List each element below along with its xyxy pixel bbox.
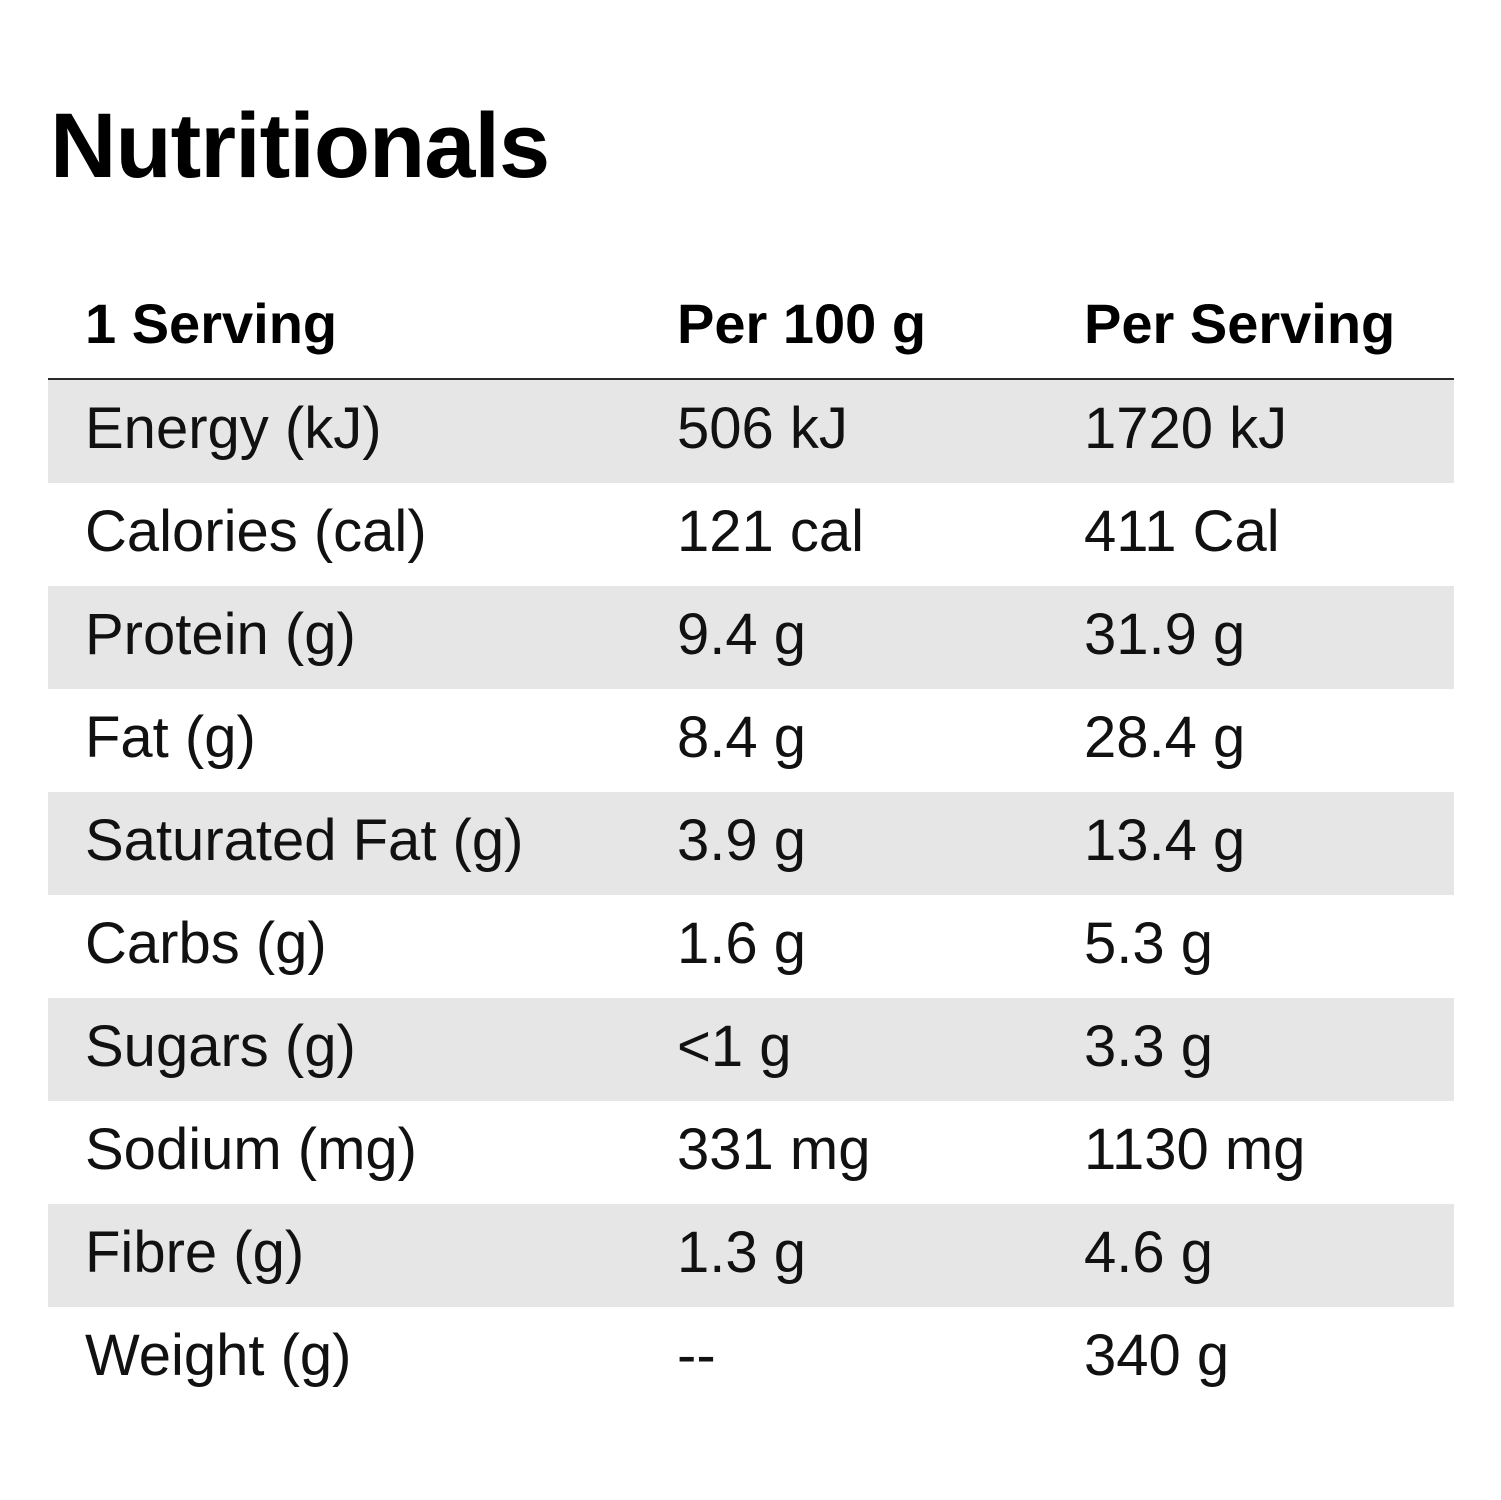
table-row: Sodium (mg) 331 mg 1130 mg xyxy=(48,1101,1454,1204)
row-label: Sugars (g) xyxy=(85,1014,356,1079)
row-per-100g: 8.4 g xyxy=(677,705,806,770)
row-per-serving: 28.4 g xyxy=(1084,705,1246,770)
table-row: Fat (g) 8.4 g 28.4 g xyxy=(48,689,1454,792)
row-per-100g: 3.9 g xyxy=(677,808,806,873)
row-per-100g: 121 cal xyxy=(677,499,865,564)
row-per-serving: 411 Cal xyxy=(1084,499,1280,564)
row-label: Fat (g) xyxy=(85,705,256,770)
row-label: Calories (cal) xyxy=(85,499,427,564)
table-row: Sugars (g) <1 g 3.3 g xyxy=(48,998,1454,1101)
header-per-100g: Per 100 g xyxy=(677,292,927,355)
row-label: Fibre (g) xyxy=(85,1220,305,1285)
row-per-serving: 4.6 g xyxy=(1084,1220,1213,1285)
row-per-serving: 1130 mg xyxy=(1084,1117,1306,1182)
row-per-100g: 1.6 g xyxy=(677,911,806,976)
row-per-serving: 13.4 g xyxy=(1084,808,1246,873)
row-label: Weight (g) xyxy=(85,1323,352,1388)
row-per-serving: 340 g xyxy=(1084,1323,1230,1388)
row-label: Carbs (g) xyxy=(85,911,327,976)
table-row: Protein (g) 9.4 g 31.9 g xyxy=(48,586,1454,689)
header-per-serving: Per Serving xyxy=(1084,292,1396,355)
row-per-100g: <1 g xyxy=(677,1014,792,1079)
nutrition-table: 1 Serving Per 100 g Per Serving Energy (… xyxy=(48,278,1454,1410)
row-per-100g: -- xyxy=(677,1323,716,1388)
row-per-100g: 1.3 g xyxy=(677,1220,806,1285)
row-per-serving: 31.9 g xyxy=(1084,602,1246,667)
row-label: Sodium (mg) xyxy=(85,1117,417,1182)
table-row: Saturated Fat (g) 3.9 g 13.4 g xyxy=(48,792,1454,895)
table-row: Fibre (g) 1.3 g 4.6 g xyxy=(48,1204,1454,1307)
row-per-100g: 506 kJ xyxy=(677,396,848,461)
row-per-100g: 9.4 g xyxy=(677,602,806,667)
table-row: Calories (cal) 121 cal 411 Cal xyxy=(48,483,1454,586)
row-per-serving: 1720 kJ xyxy=(1084,396,1288,461)
table-row: Weight (g) -- 340 g xyxy=(48,1307,1454,1410)
row-per-serving: 5.3 g xyxy=(1084,911,1213,976)
row-label: Energy (kJ) xyxy=(85,396,382,461)
table-row: Carbs (g) 1.6 g 5.3 g xyxy=(48,895,1454,998)
row-label: Protein (g) xyxy=(85,602,356,667)
row-per-serving: 3.3 g xyxy=(1084,1014,1213,1079)
row-per-100g: 331 mg xyxy=(677,1117,871,1182)
page-title: Nutritionals xyxy=(50,95,550,197)
table-header: 1 Serving Per 100 g Per Serving xyxy=(48,278,1454,380)
table-row: Energy (kJ) 506 kJ 1720 kJ xyxy=(48,380,1454,483)
header-serving: 1 Serving xyxy=(85,292,338,355)
row-label: Saturated Fat (g) xyxy=(85,808,524,873)
